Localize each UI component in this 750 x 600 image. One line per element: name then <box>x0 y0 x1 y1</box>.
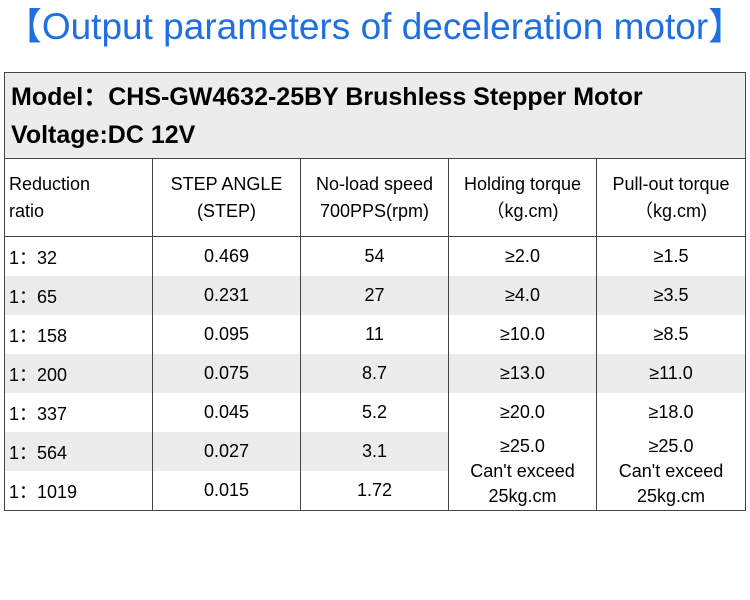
table-row: 1：158 0.095 11 ≥10.0 ≥8.5 <box>4 315 747 354</box>
header-line: No-load speed <box>315 173 434 194</box>
cell-holding: ≥20.0 <box>448 393 597 432</box>
table-row: 1：65 0.231 27 ≥4.0 ≥3.5 <box>4 276 747 315</box>
header-no-load-speed: No-load speed 700PPS(rpm) <box>300 158 449 237</box>
header-step-angle: STEP ANGLE (STEP) <box>152 158 301 237</box>
cell-pullout-merged: ≥25.0 Can't exceed 25kg.cm <box>595 432 747 511</box>
cell-speed: 1.72 <box>300 471 449 511</box>
cell-holding: ≥13.0 <box>448 354 597 393</box>
voltage-text: Voltage:DC 12V <box>11 120 196 149</box>
header-line: Reduction <box>9 173 91 194</box>
merged-line: Can't exceed <box>470 460 575 481</box>
cell-holding-merged: ≥25.0 Can't exceed 25kg.cm <box>448 432 597 511</box>
cell-ratio: 1：1019 <box>4 471 153 511</box>
merged-line: Can't exceed <box>618 460 724 481</box>
cell-ratio: 1：65 <box>4 276 153 315</box>
cell-speed: 5.2 <box>300 393 449 432</box>
cell-step: 0.015 <box>152 471 301 511</box>
merged-line: 25kg.cm <box>637 485 706 506</box>
cell-step: 0.231 <box>152 276 301 315</box>
header-pull-out-torque: Pull-out torque （kg.cm) <box>595 158 747 237</box>
header-line: ratio <box>9 200 45 221</box>
header-holding-torque: Holding torque （kg.cm) <box>448 158 597 237</box>
cell-step: 0.045 <box>152 393 301 432</box>
cell-speed: 3.1 <box>300 432 449 471</box>
model-row: Model：CHS-GW4632-25BY Brushless Stepper … <box>3 72 747 159</box>
header-reduction-ratio: Reduction ratio <box>4 158 153 237</box>
cell-holding: ≥10.0 <box>448 315 597 354</box>
column-header-row: Reduction ratio STEP ANGLE (STEP) No-loa… <box>4 158 747 237</box>
merged-line: ≥25.0 <box>648 435 694 456</box>
cell-step: 0.027 <box>152 432 301 471</box>
cell-pullout: ≥11.0 <box>595 354 747 393</box>
cell-ratio: 1：337 <box>4 393 153 432</box>
model-text: Model：CHS-GW4632-25BY Brushless Stepper … <box>11 82 643 111</box>
header-line: STEP ANGLE <box>170 173 283 194</box>
cell-pullout: ≥3.5 <box>595 276 747 315</box>
header-line: （kg.cm) <box>486 200 559 221</box>
header-line: 700PPS(rpm) <box>319 200 430 221</box>
model-header-cell: Model：CHS-GW4632-25BY Brushless Stepper … <box>3 72 747 159</box>
cell-speed: 27 <box>300 276 449 315</box>
cell-pullout: ≥18.0 <box>595 393 747 432</box>
cell-speed: 11 <box>300 315 449 354</box>
cell-step: 0.075 <box>152 354 301 393</box>
cell-speed: 54 <box>300 236 449 276</box>
cell-holding: ≥4.0 <box>448 276 597 315</box>
cell-ratio: 1：158 <box>4 315 153 354</box>
cell-ratio: 1：200 <box>4 354 153 393</box>
cell-ratio: 1：564 <box>4 432 153 471</box>
merged-line: 25kg.cm <box>488 485 557 506</box>
header-line: Pull-out torque <box>612 173 730 194</box>
header-line: （kg.cm) <box>635 200 708 221</box>
header-line: (STEP) <box>196 200 256 221</box>
table-row: 1：200 0.075 8.7 ≥13.0 ≥11.0 <box>4 354 747 393</box>
spec-table: Model：CHS-GW4632-25BY Brushless Stepper … <box>3 72 747 511</box>
cell-ratio: 1：32 <box>4 236 153 276</box>
merged-line: ≥25.0 <box>500 435 545 456</box>
table-row: 1：32 0.469 54 ≥2.0 ≥1.5 <box>4 236 747 276</box>
cell-holding: ≥2.0 <box>448 236 597 276</box>
table-row: 1：564 0.027 3.1 ≥25.0 Can't exceed 25kg.… <box>4 432 747 511</box>
page-title: 【Output parameters of deceleration motor… <box>4 6 746 47</box>
table-row: 1：1019 0.015 1.72 <box>4 471 746 511</box>
cell-step: 0.095 <box>152 315 301 354</box>
cell-step: 0.469 <box>152 236 301 276</box>
cell-pullout: ≥1.5 <box>595 236 747 276</box>
header-line: Holding torque <box>463 173 582 194</box>
table-row: 1：337 0.045 5.2 ≥20.0 ≥18.0 <box>4 393 747 432</box>
cell-speed: 8.7 <box>300 354 449 393</box>
cell-pullout: ≥8.5 <box>595 315 747 354</box>
